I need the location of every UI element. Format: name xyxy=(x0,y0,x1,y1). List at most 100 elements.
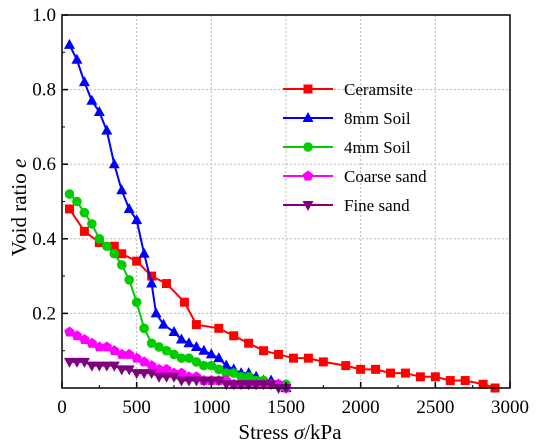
data-point xyxy=(191,320,201,330)
data-point xyxy=(64,204,74,214)
data-point xyxy=(415,372,425,382)
data-point xyxy=(146,277,158,288)
series-ceramsite xyxy=(64,204,500,393)
data-point xyxy=(213,352,225,363)
data-point xyxy=(154,342,164,352)
x-tick-label: 1000 xyxy=(192,397,230,418)
data-point xyxy=(138,369,150,380)
data-point xyxy=(102,241,112,252)
data-point xyxy=(274,349,284,359)
data-point xyxy=(116,365,128,376)
legend-swatch-marker xyxy=(302,112,314,122)
data-point xyxy=(235,380,247,391)
data-point xyxy=(478,379,488,389)
data-point xyxy=(79,207,90,218)
data-point xyxy=(146,338,157,349)
data-point xyxy=(109,241,119,251)
data-point xyxy=(183,376,195,387)
data-point xyxy=(205,348,217,359)
x-axis-title-prefix: Stress xyxy=(238,420,293,444)
data-point xyxy=(161,345,172,356)
data-point xyxy=(236,372,246,382)
data-point xyxy=(214,364,224,375)
x-tick-label: 1500 xyxy=(267,397,305,418)
data-point xyxy=(205,376,217,387)
data-point xyxy=(169,349,179,360)
data-point xyxy=(153,372,165,383)
y-tick-label: 0.2 xyxy=(32,303,56,324)
data-point xyxy=(184,353,194,363)
x-tick-label: 3000 xyxy=(491,397,529,418)
data-point xyxy=(153,363,165,374)
x-axis-title-suffix: /kPa xyxy=(304,420,342,444)
data-point xyxy=(228,380,240,391)
data-point xyxy=(400,368,410,378)
legend-swatch-marker xyxy=(302,170,314,181)
data-point xyxy=(259,346,269,356)
legend-swatch-marker xyxy=(302,201,314,211)
y-axis-title-symbol: e xyxy=(7,159,31,168)
data-point xyxy=(146,369,158,380)
data-point xyxy=(213,376,225,387)
data-point xyxy=(63,357,75,368)
legend-label: 4mm Soil xyxy=(344,138,411,157)
legend-label: Fine sand xyxy=(344,196,410,215)
data-point xyxy=(176,353,187,363)
data-point xyxy=(460,376,470,386)
data-point xyxy=(168,372,180,383)
data-point xyxy=(179,297,189,307)
data-point xyxy=(318,357,328,367)
data-point xyxy=(303,353,313,363)
data-point xyxy=(214,323,224,333)
data-point xyxy=(280,384,292,394)
data-point xyxy=(131,214,143,225)
y-tick-labels: 0.2 0.4 0.6 0.8 1.0 xyxy=(32,5,56,324)
data-point xyxy=(138,247,150,258)
y-tick-label: 0.8 xyxy=(32,80,56,101)
legend-swatch-marker xyxy=(303,142,313,152)
data-point xyxy=(175,376,187,387)
data-point xyxy=(445,376,455,386)
data-point xyxy=(94,234,105,244)
data-point xyxy=(430,372,440,382)
data-point xyxy=(108,361,120,372)
data-point xyxy=(78,357,90,368)
legend-item: Ceramsite xyxy=(283,80,413,99)
data-point xyxy=(158,318,170,329)
data-point xyxy=(131,369,143,380)
data-point xyxy=(198,344,210,355)
y-tick-label: 1.0 xyxy=(32,5,56,26)
data-point xyxy=(139,323,149,334)
data-point xyxy=(93,105,105,116)
y-axis-title: Void ratio e xyxy=(7,159,31,257)
data-point xyxy=(220,359,232,370)
data-point xyxy=(71,357,83,368)
data-point xyxy=(250,380,262,391)
data-point xyxy=(79,226,89,236)
legend-item: 8mm Soil xyxy=(283,109,411,128)
data-point xyxy=(258,380,270,391)
data-point xyxy=(109,248,120,259)
data-point xyxy=(116,260,127,270)
data-point xyxy=(243,372,254,382)
plot-series xyxy=(63,38,500,394)
legend-swatch-marker xyxy=(303,84,313,94)
data-point xyxy=(356,364,366,374)
data-point xyxy=(228,368,239,378)
series-4mm-soil xyxy=(64,189,291,390)
x-tick-label: 2500 xyxy=(416,397,454,418)
data-point xyxy=(131,297,142,308)
grid xyxy=(62,15,510,388)
data-point xyxy=(63,38,75,49)
data-point xyxy=(190,376,202,387)
data-point xyxy=(190,340,202,351)
data-point xyxy=(199,360,209,371)
y-axis-title-prefix: Void ratio xyxy=(7,168,31,256)
data-point xyxy=(198,376,210,387)
legend-label: Coarse sand xyxy=(344,167,427,186)
data-point xyxy=(162,279,172,289)
data-point xyxy=(116,184,128,195)
data-point xyxy=(265,380,277,391)
data-point xyxy=(94,341,105,352)
